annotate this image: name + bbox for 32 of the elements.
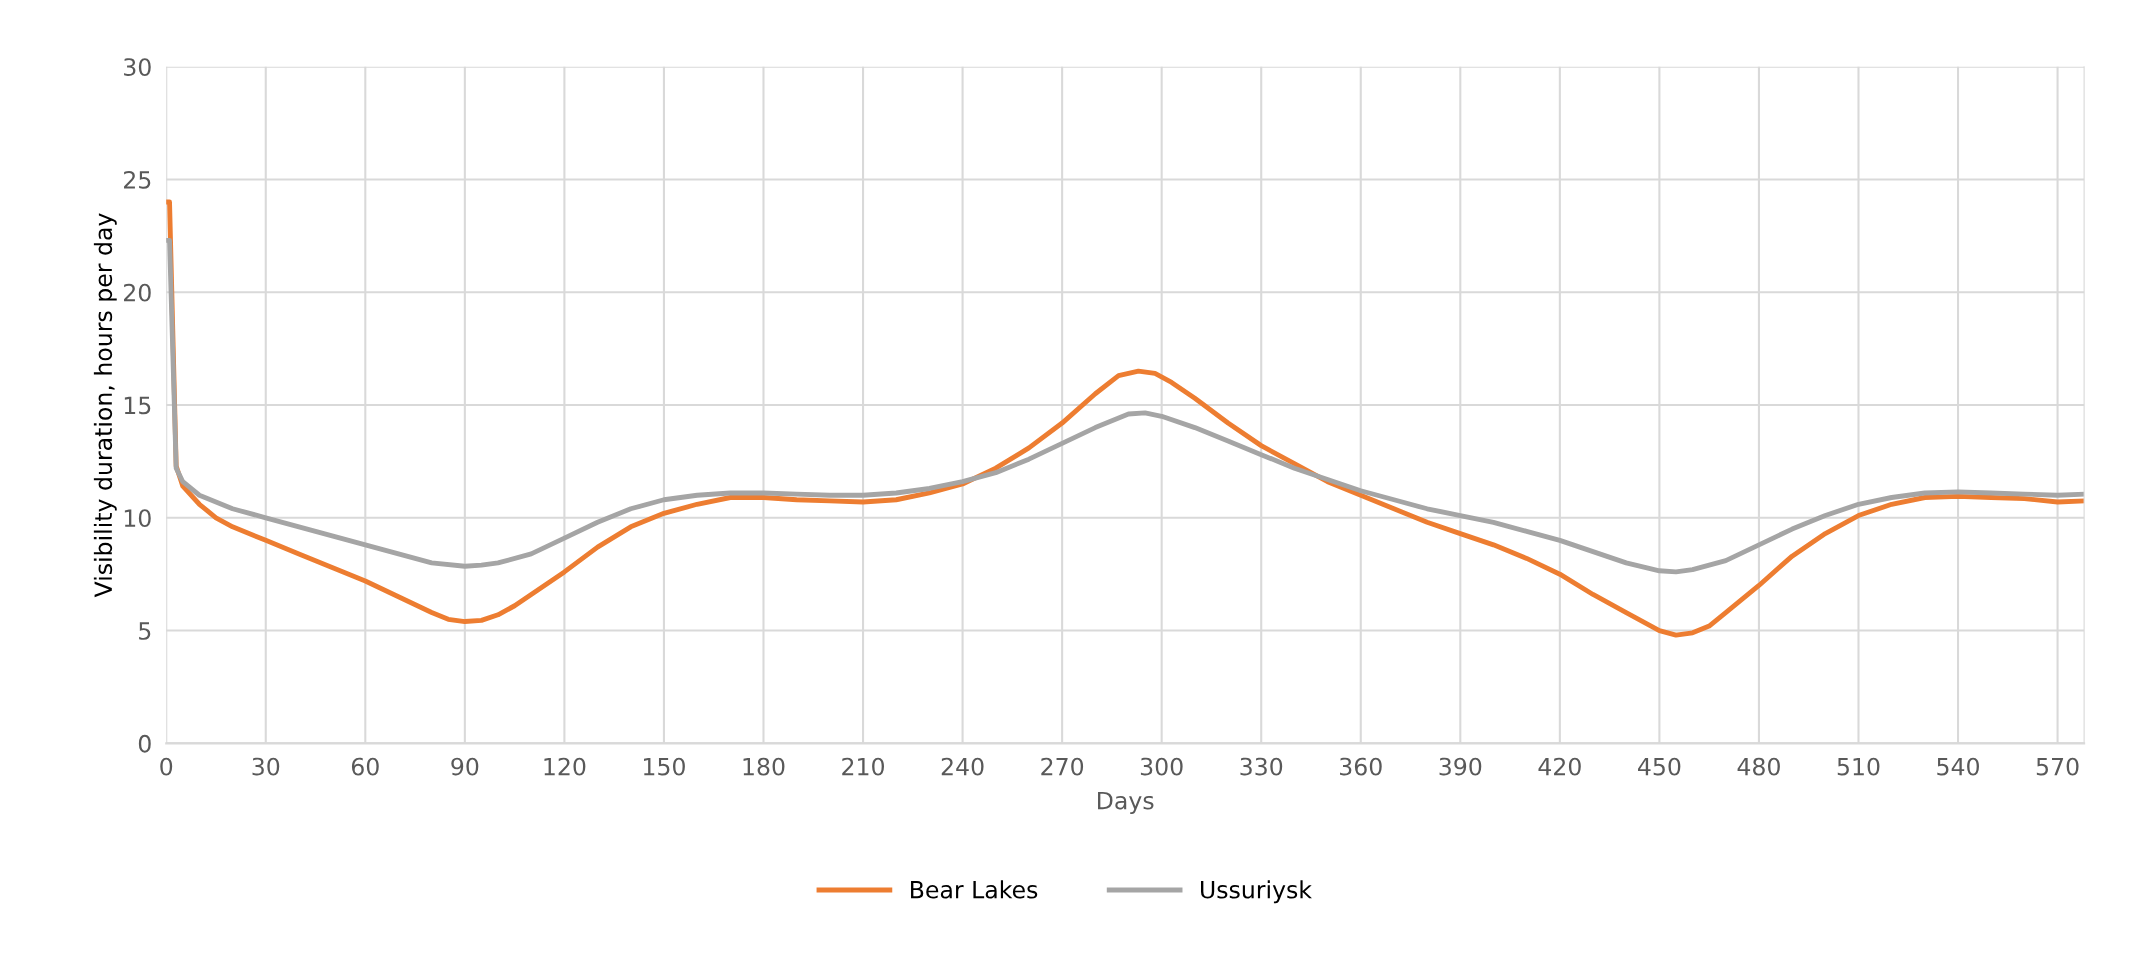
x-tick-label: 390 [1439,757,1482,776]
x-tick-label: 210 [842,757,884,776]
x-tick-label: 450 [1638,757,1681,776]
y-tick-label: 15 [124,396,151,415]
x-tick-label: 240 [941,757,984,776]
line-series [166,237,2085,575]
x-tick-label: 90 [451,757,479,776]
x-tick-label: 420 [1538,757,1581,776]
x-tick-label: 30 [252,757,280,776]
y-tick-label: 0 [138,734,151,753]
y-tick-label: 5 [139,622,151,640]
y-tick-label: 20 [124,283,151,302]
x-tick-label: 0 [160,757,173,776]
y-tick-label: 30 [124,58,151,77]
x-tick-label: 150 [644,757,685,776]
x-tick-label: 570 [2036,757,2079,776]
x-tick-label: 360 [1340,757,1382,776]
x-tick-label: 180 [743,757,785,776]
x-tick-label: 300 [1140,757,1183,776]
y-axis-title: Visibility duration, hours per day [93,213,117,598]
legend-label: Bear Lakes [911,880,1038,899]
x-tick-label: 540 [1937,757,1979,776]
legend-label: Ussuriysk [1201,880,1312,904]
x-tick-label: 60 [351,757,379,776]
x-tick-label: 330 [1240,757,1283,776]
x-axis-title: Days [1098,791,1154,815]
x-tick-label: 510 [1837,757,1880,776]
x-tick-label: 270 [1041,757,1084,776]
x-tick-label: 480 [1737,757,1780,776]
y-tick-label: 25 [124,170,151,189]
y-tick-label: 10 [124,509,151,528]
x-tick-label: 120 [544,757,586,776]
